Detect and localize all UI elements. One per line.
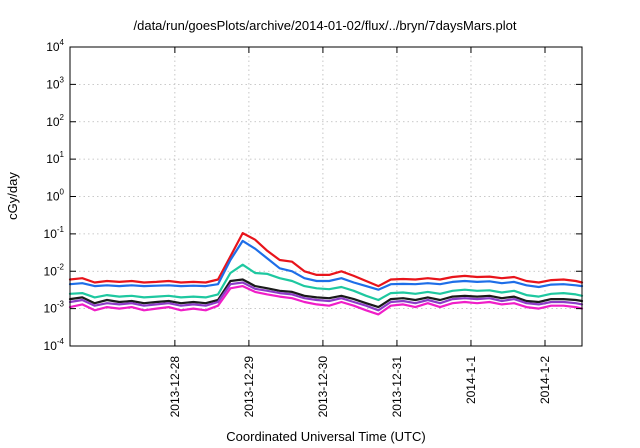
chart-title: /data/run/goesPlots/archive/2014-01-02/f… <box>134 18 517 33</box>
y-tick-base: 10 <box>46 40 60 54</box>
y-tick-base: 10 <box>46 152 60 166</box>
x-tick-label: 2013-12-29 <box>242 356 256 418</box>
y-tick-label: 103 <box>46 75 64 91</box>
x-tick-labels: 2013-12-28 2013-12-29 2013-12-30 2013-12-31… <box>168 356 552 418</box>
y-tick-label: 101 <box>46 150 64 166</box>
y-tick-base: 10 <box>46 190 60 204</box>
x-tick-label: 2013-12-31 <box>390 356 404 418</box>
grid <box>70 47 582 346</box>
y-tick-exponent: -3 <box>57 300 65 309</box>
y-tick-exponent: 4 <box>60 38 65 47</box>
x-tick-label: 2014-1-2 <box>538 356 552 404</box>
series-line-2 <box>68 239 584 291</box>
y-axis-label: cGy/day <box>5 172 20 220</box>
series-line-4 <box>68 278 584 309</box>
y-tick-exponent: -2 <box>57 262 65 271</box>
y-tick-label: 104 <box>46 38 64 54</box>
y-tick-base: 10 <box>44 264 58 278</box>
y-tick-exponent: -1 <box>57 225 65 234</box>
series-group <box>68 232 584 316</box>
ticks <box>70 46 582 347</box>
y-tick-label: 10-4 <box>44 337 65 353</box>
y-tick-exponent: 1 <box>60 150 65 159</box>
y-tick-label: 100 <box>46 188 64 204</box>
y-tick-label: 10-1 <box>44 225 65 241</box>
y-tick-base: 10 <box>46 77 60 91</box>
y-tick-label: 10-3 <box>44 300 65 316</box>
y-tick-label: 10-2 <box>44 262 65 278</box>
y-tick-base: 10 <box>44 339 58 353</box>
y-tick-base: 10 <box>44 302 58 316</box>
x-axis-label: Coordinated Universal Time (UTC) <box>226 429 425 444</box>
y-tick-exponent: 2 <box>60 113 65 122</box>
y-tick-base: 10 <box>46 115 60 129</box>
y-tick-label: 102 <box>46 113 64 129</box>
y-tick-exponent: -4 <box>57 337 65 346</box>
series-line-6 <box>68 285 584 316</box>
series-line-5 <box>68 281 584 312</box>
series-line-3 <box>68 263 584 302</box>
x-tick-label: 2013-12-30 <box>316 356 330 418</box>
y-tick-exponent: 3 <box>60 75 65 84</box>
series-line-1 <box>68 232 584 288</box>
y-tick-base: 10 <box>44 227 58 241</box>
y-tick-exponent: 0 <box>60 188 65 197</box>
x-tick-label: 2014-1-1 <box>464 356 478 404</box>
x-tick-label: 2013-12-28 <box>168 356 182 418</box>
